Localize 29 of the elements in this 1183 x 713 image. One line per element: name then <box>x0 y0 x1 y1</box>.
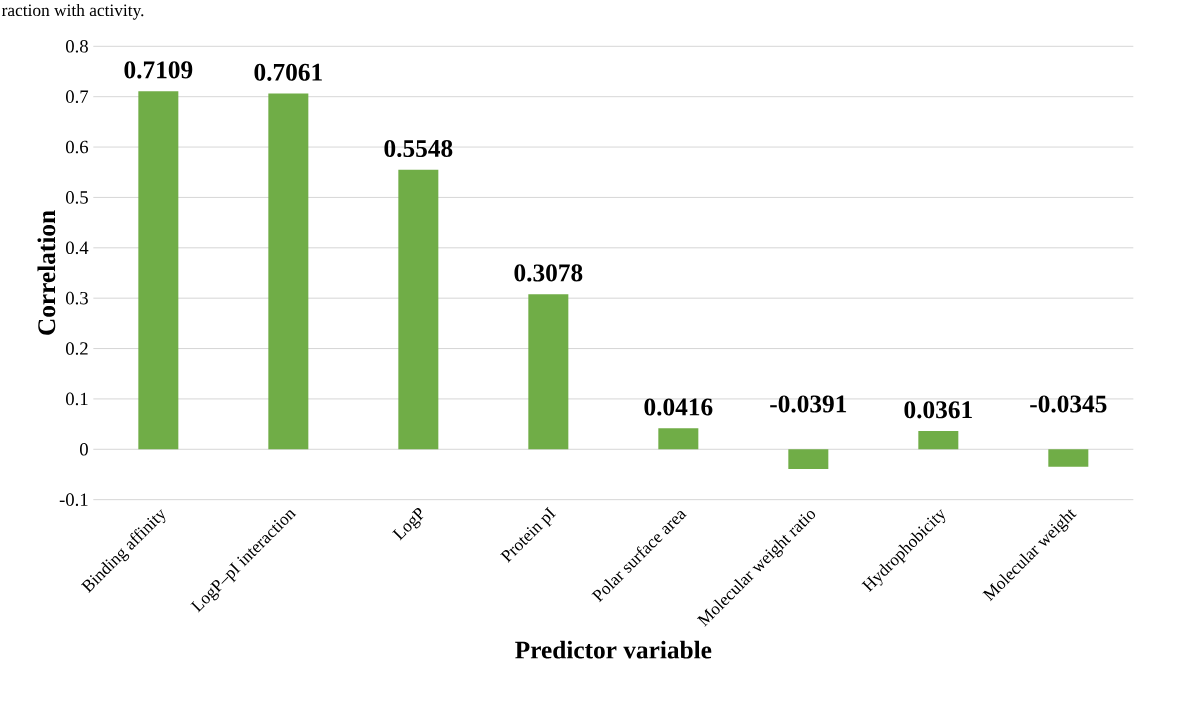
text: raction with activity. <box>1 3 144 20</box>
y-tick-label: 0 <box>80 442 88 456</box>
bar <box>658 428 699 450</box>
data-label: 0.7109 <box>124 61 193 79</box>
data-label: -0.0345 <box>1030 395 1107 413</box>
y-tick-label: 0.8 <box>66 39 88 53</box>
data-label: 0.3078 <box>514 264 583 282</box>
y-tick-label: -0.1 <box>59 493 88 506</box>
y-tick-label: 0.6 <box>66 140 89 154</box>
bar <box>918 431 959 450</box>
data-label: -0.0391 <box>770 395 847 413</box>
bar <box>528 294 569 450</box>
y-tick-label: 0.1 <box>66 392 88 406</box>
y-tick-label: 0.2 <box>66 342 88 355</box>
y-tick-label: 0.3 <box>66 291 88 305</box>
y-tick-label: 0.5 <box>66 191 88 204</box>
data-label: 0.7061 <box>254 63 322 81</box>
bar <box>398 169 439 450</box>
bar <box>268 93 309 450</box>
y-tick-label: 0.4 <box>66 241 89 255</box>
data-label: 0.0361 <box>904 401 972 419</box>
x-axis-title: Predictor variable <box>515 640 712 659</box>
data-label: 0.0416 <box>644 398 713 416</box>
data-label: 0.5548 <box>384 139 453 158</box>
y-axis-title: Correlation <box>37 210 56 335</box>
bar <box>138 91 179 450</box>
bar <box>1048 449 1089 467</box>
y-tick-label: 0.7 <box>66 90 89 104</box>
bar <box>788 449 829 469</box>
